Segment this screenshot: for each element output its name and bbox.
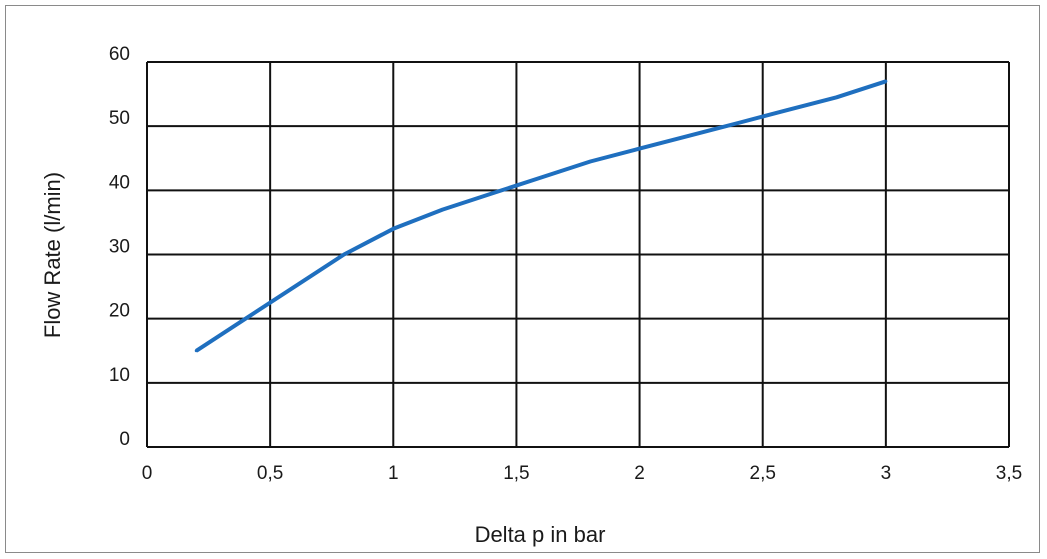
y-tick-label: 40: [109, 172, 130, 193]
data-point: [539, 176, 543, 179]
y-tick-label: 30: [109, 237, 130, 258]
data-point: [884, 79, 888, 83]
data-point: [244, 317, 248, 321]
data-point: [638, 147, 642, 151]
y-tick-label: 20: [109, 301, 130, 322]
y-axis-title: Flow Rate (l/min): [40, 172, 65, 338]
x-axis-title: Delta p in bar: [475, 522, 606, 547]
data-point: [342, 253, 346, 256]
data-point: [736, 121, 740, 125]
x-tick-label: 1: [388, 463, 399, 484]
series-layer: [194, 79, 888, 353]
y-axis-ticks: 0 10 20 30 40 50 60: [109, 44, 130, 450]
x-tick-label: 3: [881, 463, 892, 484]
x-tick-label: 2: [634, 463, 645, 484]
gridlines: [146, 61, 1010, 448]
data-point: [687, 134, 691, 138]
data-point: [441, 208, 445, 212]
data-point: [835, 95, 839, 99]
data-point: [391, 227, 395, 231]
x-tick-label: 0: [142, 463, 153, 484]
x-tick-label: 2,5: [750, 463, 776, 484]
data-point: [194, 349, 198, 353]
x-tick-label: 0,5: [257, 463, 283, 484]
x-axis-ticks: 0 0,5 1 1,5 2 2,5 3 3,5: [142, 463, 1023, 484]
data-point: [785, 108, 789, 112]
data-point: [293, 285, 297, 289]
x-tick-label: 3,5: [996, 463, 1022, 484]
y-tick-label: 10: [109, 365, 130, 386]
y-tick-label: 0: [119, 429, 130, 450]
y-tick-label: 60: [109, 44, 130, 65]
data-point: [588, 159, 592, 163]
data-point: [490, 192, 494, 196]
x-tick-label: 1,5: [503, 463, 529, 484]
y-tick-label: 50: [109, 108, 130, 129]
